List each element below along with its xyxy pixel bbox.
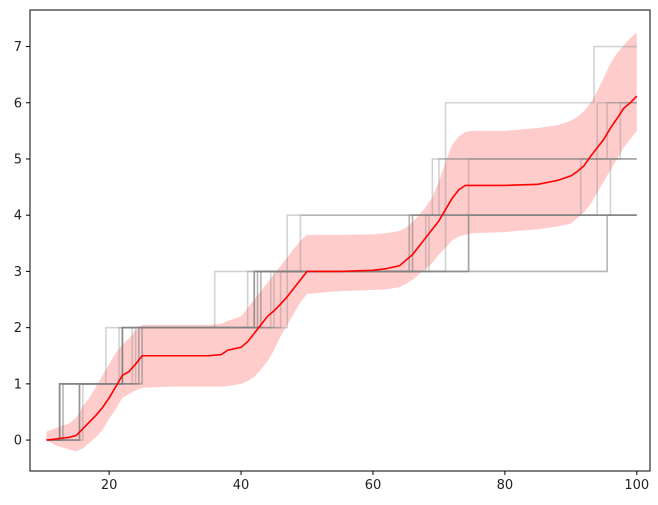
x-tick-label: 100 <box>624 478 649 493</box>
sample-step-line-12 <box>46 214 637 441</box>
sample-step-line-14 <box>46 214 637 441</box>
sample-step-line-2 <box>46 101 637 441</box>
plot-content <box>46 32 638 452</box>
y-tick-label: 5 <box>14 152 22 167</box>
plot-area <box>46 32 638 452</box>
sample-step-line-6 <box>46 158 637 441</box>
sample-step-line-8 <box>46 214 637 441</box>
y-tick-label: 7 <box>14 40 22 55</box>
sample-step-line-7 <box>46 158 637 441</box>
x-tick-label: 60 <box>365 478 382 493</box>
sample-step-line-5 <box>46 158 637 441</box>
y-tick-label: 2 <box>14 321 22 336</box>
sample-step-line-11 <box>46 214 637 441</box>
y-tick-label: 1 <box>14 377 22 392</box>
axes-frame <box>29 9 651 472</box>
sample-step-line-1 <box>46 45 637 441</box>
y-tick-label: 0 <box>14 434 22 449</box>
sample-step-line-10 <box>46 214 637 441</box>
mean-line <box>46 95 638 441</box>
x-tick-label: 40 <box>233 478 250 493</box>
x-tick-label: 20 <box>101 478 118 493</box>
x-tick-label: 80 <box>497 478 514 493</box>
x-axis: 20 40 60 80 100 <box>101 471 649 493</box>
y-tick-label: 4 <box>14 209 22 224</box>
sample-step-line-13 <box>46 214 637 441</box>
y-axis: 0 1 2 3 4 5 6 7 <box>14 40 30 449</box>
y-tick-label: 3 <box>14 265 22 280</box>
sample-step-line-9 <box>46 214 637 441</box>
confidence-band <box>46 32 637 452</box>
y-tick-label: 6 <box>14 96 22 111</box>
